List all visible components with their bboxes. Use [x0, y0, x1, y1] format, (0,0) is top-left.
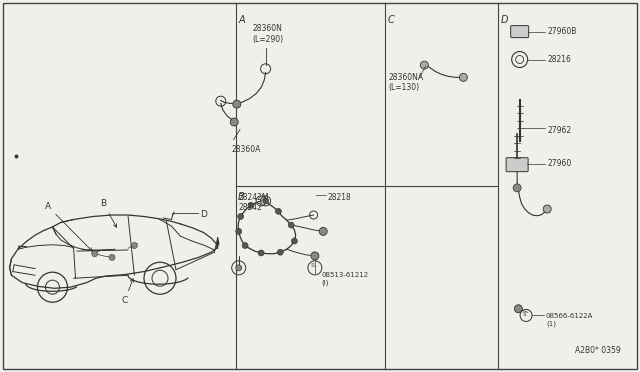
- Circle shape: [230, 118, 238, 126]
- Text: S: S: [523, 312, 527, 317]
- Circle shape: [131, 243, 138, 248]
- FancyBboxPatch shape: [506, 158, 528, 172]
- Circle shape: [288, 222, 294, 228]
- Text: 28216: 28216: [547, 55, 571, 64]
- Text: 27960: 27960: [547, 159, 572, 168]
- Text: B: B: [100, 199, 116, 227]
- Text: B: B: [238, 192, 245, 202]
- FancyBboxPatch shape: [511, 26, 529, 38]
- Text: 28360N
(L=290): 28360N (L=290): [253, 24, 284, 44]
- Circle shape: [236, 265, 242, 271]
- Text: 27962: 27962: [547, 126, 572, 135]
- Circle shape: [109, 254, 115, 260]
- Circle shape: [275, 208, 282, 214]
- Text: A2B0* 0359: A2B0* 0359: [575, 346, 621, 355]
- Text: D: D: [500, 15, 508, 25]
- Text: 27960B: 27960B: [547, 27, 577, 36]
- Text: S: S: [311, 263, 315, 268]
- Text: 28360A: 28360A: [232, 145, 261, 154]
- Text: 28242M
28242: 28242M 28242: [238, 193, 269, 212]
- Circle shape: [242, 243, 248, 248]
- Circle shape: [515, 305, 522, 313]
- Circle shape: [543, 205, 551, 213]
- Circle shape: [291, 238, 298, 244]
- Text: C: C: [388, 15, 395, 25]
- Circle shape: [277, 249, 284, 255]
- Circle shape: [311, 252, 319, 260]
- Text: 28218: 28218: [328, 193, 351, 202]
- Circle shape: [237, 214, 244, 219]
- Circle shape: [258, 250, 264, 256]
- Text: 08566-6122A
(1): 08566-6122A (1): [546, 313, 593, 327]
- Circle shape: [236, 228, 242, 234]
- Circle shape: [460, 73, 467, 81]
- Circle shape: [319, 227, 327, 235]
- Text: C: C: [122, 279, 134, 305]
- Text: 08513-61212
(I): 08513-61212 (I): [321, 272, 369, 286]
- Circle shape: [420, 61, 428, 69]
- Circle shape: [233, 100, 241, 108]
- Circle shape: [513, 184, 521, 192]
- Circle shape: [262, 198, 269, 204]
- Circle shape: [92, 251, 98, 257]
- Text: A: A: [238, 15, 244, 25]
- Text: D: D: [200, 210, 207, 219]
- Text: 28360NA
(L=130): 28360NA (L=130): [388, 73, 424, 92]
- Circle shape: [248, 202, 254, 208]
- Text: A: A: [45, 202, 92, 251]
